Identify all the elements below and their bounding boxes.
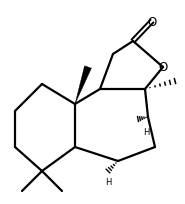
Text: O: O <box>158 61 168 74</box>
Text: H: H <box>105 177 111 186</box>
Text: H: H <box>143 128 149 137</box>
Polygon shape <box>75 67 91 104</box>
Text: O: O <box>147 16 157 28</box>
